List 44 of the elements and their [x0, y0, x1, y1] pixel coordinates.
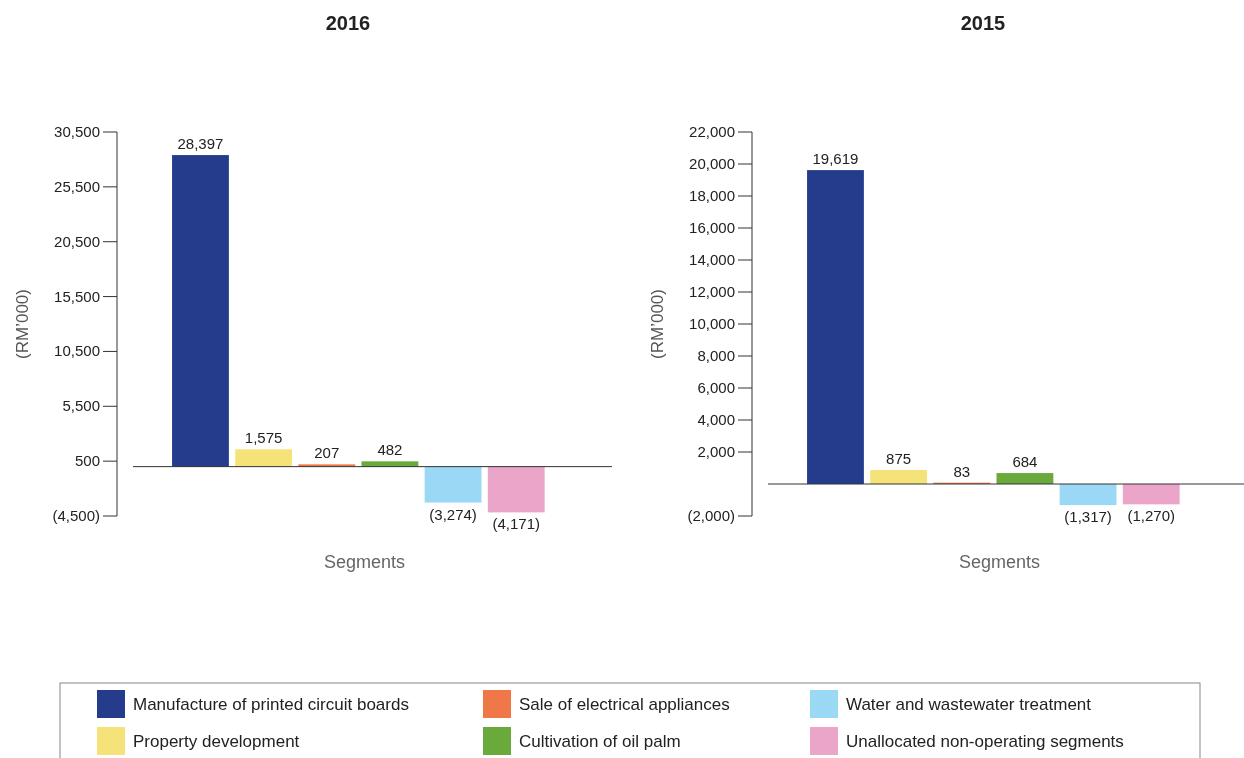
data-label: 83 [953, 462, 971, 480]
y-tick-label: 18,000 [689, 187, 735, 204]
y-tick-label: 6,000 [697, 379, 735, 396]
y-tick-label: 5,500 [62, 397, 100, 415]
chart-title: 2015 [960, 12, 1006, 34]
y-tick-label: 20,500 [54, 232, 100, 250]
y-tick-label: 14,000 [689, 251, 735, 268]
legend-label: Cultivation of oil palm [519, 732, 681, 751]
y-tick-label: 12,000 [689, 283, 735, 300]
data-label: (4,171) [492, 515, 540, 533]
legend-label: Water and wastewater treatment [846, 695, 1092, 714]
y-axis-title: (RM’000) [13, 289, 32, 359]
data-label: (1,317) [1064, 508, 1112, 526]
y-tick-label: (4,500) [52, 507, 100, 524]
y-axis-title: (RM’000) [648, 289, 667, 359]
chart-title: 2016 [325, 12, 371, 34]
y-tick-label: 10,500 [54, 342, 100, 360]
data-label: (1,270) [1127, 507, 1175, 525]
data-label: 19,619 [812, 150, 859, 168]
legend-label: Unallocated non-operating segments [846, 732, 1124, 751]
legend-label: Sale of electrical appliances [519, 695, 730, 714]
legend-label: Property development [133, 732, 300, 751]
y-tick-label: 22,000 [689, 123, 735, 140]
x-axis-title: Segments [323, 552, 406, 572]
y-tick-label: 8,000 [697, 347, 735, 364]
y-tick-label: 20,000 [689, 155, 735, 172]
y-tick-label: (2,000) [687, 507, 735, 524]
legend-label: Manufacture of printed circuit boards [133, 695, 409, 714]
y-tick-label: 30,500 [54, 123, 100, 140]
y-tick-label: 4,000 [697, 411, 735, 428]
y-tick-label: 10,000 [689, 315, 735, 332]
y-tick-label: 2,000 [697, 443, 735, 460]
data-label: 482 [377, 441, 403, 459]
y-tick-label: 16,000 [689, 219, 735, 236]
data-label: 28,397 [177, 135, 224, 153]
y-tick-label: 15,500 [54, 287, 100, 305]
data-label: (3,274) [429, 505, 477, 523]
data-label: 207 [314, 444, 340, 462]
data-label: 1,575 [244, 429, 283, 447]
data-label: 875 [886, 450, 912, 467]
x-axis-title: Segments [958, 552, 1041, 572]
data-label: 684 [1012, 453, 1038, 471]
y-tick-label: 25,500 [54, 177, 100, 195]
y-tick-label: 500 [74, 452, 100, 470]
